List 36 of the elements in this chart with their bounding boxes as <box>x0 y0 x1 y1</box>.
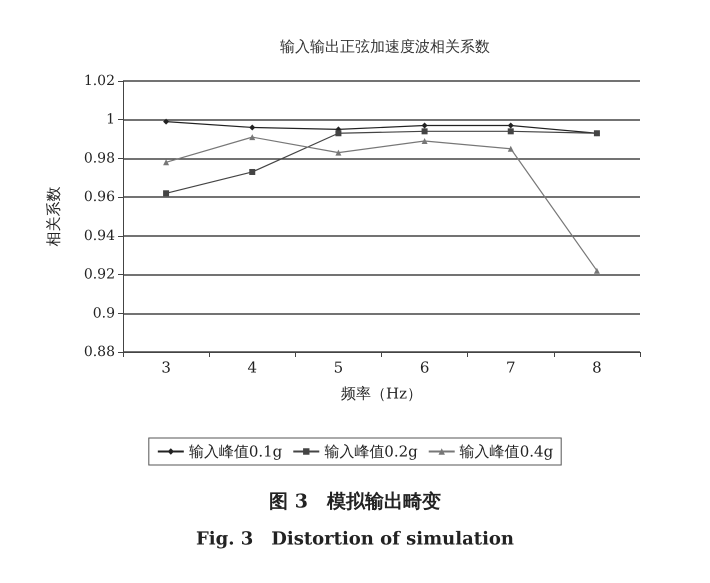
y-axis-title: 相关系数 <box>44 186 62 246</box>
y-tick-label: 0.98 <box>84 150 115 166</box>
point <box>508 146 514 152</box>
x-tick-label: 6 <box>420 358 430 376</box>
y-tick-label: 0.92 <box>84 266 115 283</box>
point <box>335 130 342 136</box>
y-tick-label: 0.94 <box>84 228 116 244</box>
point <box>249 134 256 140</box>
point <box>508 128 514 134</box>
point <box>163 190 170 196</box>
y-tick-label: 1.02 <box>84 73 115 89</box>
y-tick-label: 0.96 <box>84 189 116 206</box>
point <box>249 168 256 175</box>
x-tick-label: 7 <box>506 358 516 376</box>
point <box>422 138 428 144</box>
point <box>335 150 342 156</box>
point <box>508 122 514 129</box>
point <box>163 118 170 125</box>
legend-label: 输入峰值0.1g <box>188 442 283 460</box>
point <box>249 124 256 130</box>
y-tick-label: 1 <box>106 112 115 128</box>
x-tick-label: 4 <box>247 358 258 376</box>
x-axis-title: 频率（Hz） <box>341 384 422 402</box>
y-tick-label: 0.9 <box>92 305 115 322</box>
x-tick-label: 5 <box>334 358 344 376</box>
caption: 图 3 模拟输出畸变 <box>269 490 441 512</box>
y-tick-label: 0.88 <box>84 344 115 360</box>
x-tick-label: 3 <box>161 358 171 376</box>
point <box>163 159 170 166</box>
caption: Fig. 3 Distortion of simulation <box>196 528 514 550</box>
x-tick-label: 8 <box>592 358 602 376</box>
legend-label: 输入峰值0.2g <box>324 442 418 460</box>
point <box>422 128 428 134</box>
legend-label: 输入峰值0.4g <box>460 442 554 460</box>
chart-title: 输入输出正弦加速度波相关系数 <box>280 38 490 56</box>
point <box>594 268 600 274</box>
